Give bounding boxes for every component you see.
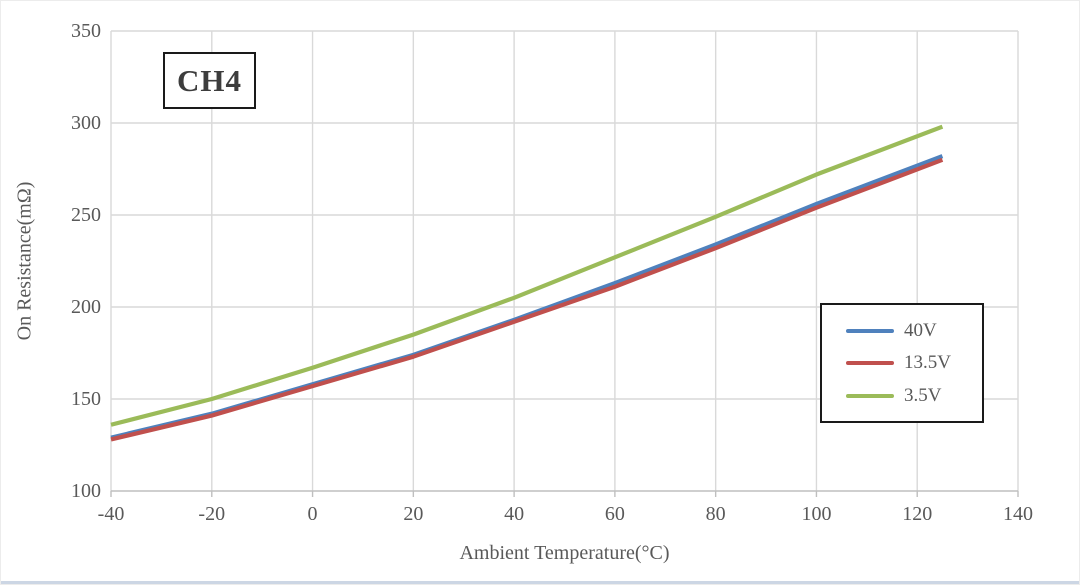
legend-swatch-3-5v xyxy=(846,393,894,398)
x-tick-label: 60 xyxy=(604,503,625,525)
x-tick-label: -40 xyxy=(97,503,125,525)
image-bottom-border xyxy=(1,581,1079,584)
y-tick-label: 100 xyxy=(71,480,101,502)
x-tick-label: 120 xyxy=(902,503,933,525)
y-tick-label: 300 xyxy=(71,112,101,134)
legend: 40V 13.5V 3.5V xyxy=(820,303,984,423)
legend-label-3-5v: 3.5V xyxy=(904,384,942,406)
y-tick-label: 250 xyxy=(71,204,101,226)
x-tick-label: 40 xyxy=(504,503,525,525)
y-tick-label: 200 xyxy=(71,296,101,318)
x-tick-label: -20 xyxy=(198,503,226,525)
legend-item-3-5v: 3.5V xyxy=(846,385,982,407)
x-tick-label: 100 xyxy=(801,503,832,525)
chart-title: CH4 xyxy=(177,62,242,98)
x-tick-label: 20 xyxy=(403,503,424,525)
x-tick-label: 0 xyxy=(307,503,318,525)
series-line-40v xyxy=(110,154,944,440)
legend-label-40v: 40V xyxy=(904,319,937,341)
series-line-13-5v xyxy=(110,157,944,442)
series-line-3-5v xyxy=(110,124,944,427)
y-tick-label: 350 xyxy=(71,20,101,42)
legend-swatch-13-5v xyxy=(846,361,894,365)
y-tick-label: 150 xyxy=(71,388,101,410)
legend-item-13-5v: 13.5V xyxy=(846,352,982,374)
x-tick-label: 80 xyxy=(705,503,726,525)
x-tick-label: 140 xyxy=(1003,503,1033,525)
legend-label-13-5v: 13.5V xyxy=(904,352,951,373)
x-axis-title: Ambient Temperature(°C) xyxy=(459,542,670,564)
chart-title-box: CH4 xyxy=(163,52,256,109)
legend-swatch-40v xyxy=(846,328,894,333)
legend-item-40v: 40V xyxy=(846,320,982,342)
